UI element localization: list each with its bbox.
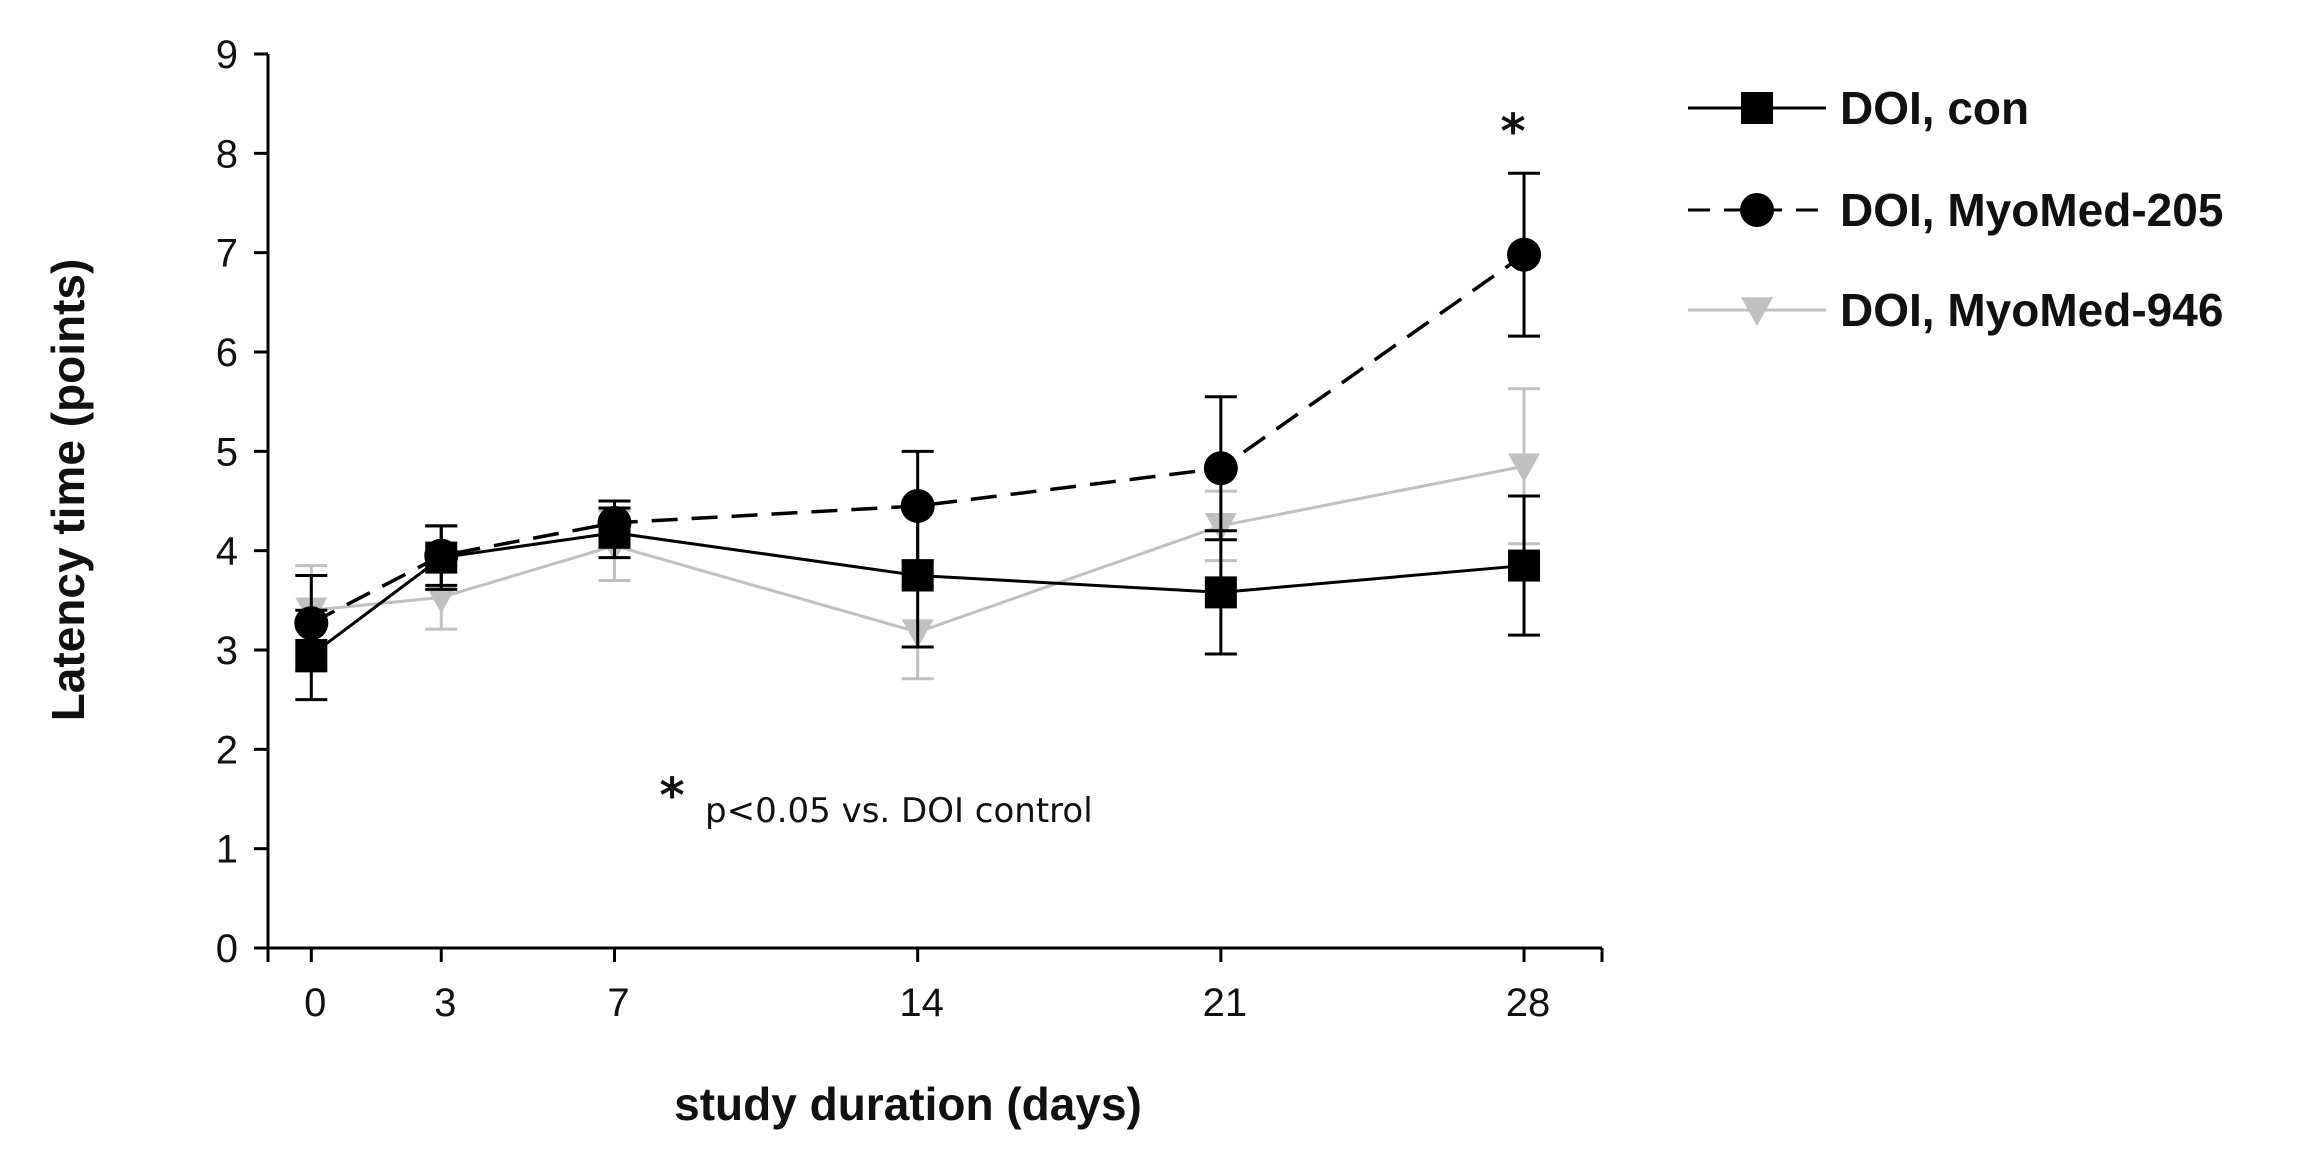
x-tick-label: 3 <box>434 981 456 1025</box>
data-point <box>1508 453 1541 483</box>
series-line <box>310 253 1526 625</box>
y-tick-label: 6 <box>216 331 238 375</box>
x-tick-label: 21 <box>1203 981 1248 1025</box>
x-tick-label: 0 <box>304 981 326 1025</box>
y-tick-label: 3 <box>216 629 238 673</box>
axes: 0 1 2 3 4 5 6 7 8 9 0 3 7 14 21 28 <box>216 33 1604 1025</box>
x-tick-label: 14 <box>899 981 944 1025</box>
y-tick-label: 9 <box>216 33 238 77</box>
data-point <box>1507 237 1542 272</box>
x-axis-title: study duration (days) <box>674 1078 1142 1130</box>
y-axis-title: Latency time (points) <box>42 259 94 722</box>
y-tick-label: 1 <box>216 828 238 872</box>
data-point <box>1203 451 1238 486</box>
data-point <box>295 638 328 671</box>
legend-label: DOI, con <box>1840 82 2029 134</box>
data-point <box>1508 549 1541 582</box>
footnote-text: p<0.05 vs. DOI control <box>705 791 1093 831</box>
legend-item-doi-con: DOI, con <box>1688 82 2029 134</box>
legend-item-doi-myomed-946: DOI, MyoMed-946 <box>1688 284 2223 336</box>
y-tick-label: 7 <box>216 232 238 276</box>
y-tick-label: 0 <box>216 927 238 971</box>
series-layer <box>294 171 1542 702</box>
y-tick-label: 4 <box>216 530 238 574</box>
footnote-star: * <box>659 768 684 824</box>
data-point <box>425 541 458 574</box>
data-point <box>901 559 934 592</box>
legend-label: DOI, MyoMed-205 <box>1840 184 2223 236</box>
data-point <box>598 516 631 549</box>
y-tick-label: 8 <box>216 132 238 176</box>
series-line <box>310 531 1525 657</box>
legend-item-doi-myomed-205: DOI, MyoMed-205 <box>1688 184 2223 236</box>
series-doi-con <box>295 494 1541 702</box>
x-tick-label: 28 <box>1506 981 1551 1025</box>
data-point <box>1204 576 1237 609</box>
series-line <box>311 464 1525 634</box>
data-point <box>425 584 458 614</box>
x-tick-label: 7 <box>607 981 629 1025</box>
legend-swatch-marker <box>1741 297 1773 326</box>
legend-swatch-marker <box>1741 92 1773 124</box>
legend-swatch-marker <box>1740 193 1774 227</box>
significance-star-day28: * <box>1500 104 1525 160</box>
legend: DOI, con DOI, MyoMed-205 DOI, MyoMed-946 <box>1688 82 2223 336</box>
y-tick-label: 5 <box>216 430 238 474</box>
legend-label: DOI, MyoMed-946 <box>1840 284 2223 336</box>
y-tick-label: 2 <box>216 728 238 772</box>
